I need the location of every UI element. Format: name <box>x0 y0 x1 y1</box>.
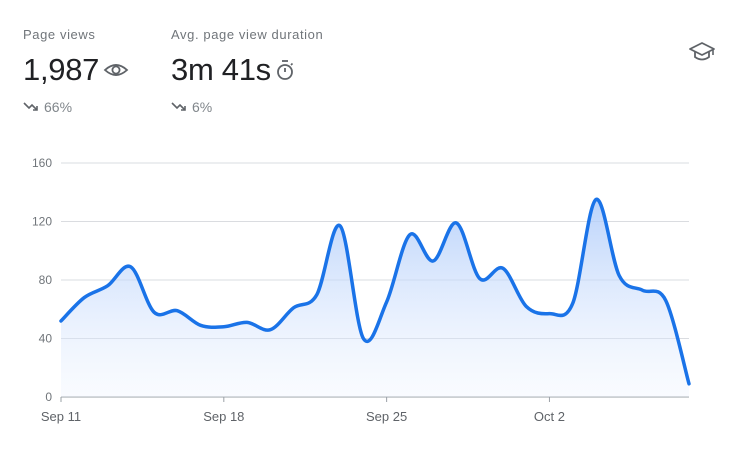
data-point[interactable] <box>567 297 579 309</box>
data-point[interactable] <box>590 194 602 206</box>
data-point[interactable] <box>683 378 695 390</box>
data-point[interactable] <box>450 217 462 229</box>
x-tick-label: Oct 2 <box>534 409 565 424</box>
data-point[interactable] <box>125 261 137 273</box>
stat-label: Avg. page view duration <box>171 27 324 42</box>
stat-value: 3m 41s <box>171 52 271 87</box>
data-point[interactable] <box>404 229 416 241</box>
data-point[interactable] <box>427 255 439 267</box>
data-point[interactable] <box>357 333 369 345</box>
data-point[interactable] <box>78 292 90 304</box>
y-tick-label: 120 <box>32 215 52 229</box>
stat-value: 1,987 <box>23 52 100 87</box>
y-tick-label: 0 <box>45 390 52 404</box>
data-point[interactable] <box>520 300 532 312</box>
data-point[interactable] <box>264 324 276 336</box>
data-point[interactable] <box>55 315 67 327</box>
data-point[interactable] <box>636 284 648 296</box>
data-point[interactable] <box>334 220 346 232</box>
data-point[interactable] <box>171 305 183 317</box>
data-point[interactable] <box>288 302 300 314</box>
x-tick-label: Sep 18 <box>203 409 244 424</box>
stat-change-value: 66% <box>44 99 73 115</box>
y-tick-label: 40 <box>39 332 53 346</box>
y-tick-label: 80 <box>39 273 53 287</box>
x-tick-label: Sep 25 <box>366 409 407 424</box>
data-point[interactable] <box>102 280 114 292</box>
timer-icon <box>275 59 295 81</box>
eye-icon <box>103 60 129 80</box>
stat-change: 66% <box>23 99 72 115</box>
stat-change-value: 6% <box>192 99 213 115</box>
data-point[interactable] <box>497 262 509 274</box>
data-point[interactable] <box>311 289 323 301</box>
data-point[interactable] <box>660 294 672 306</box>
data-point[interactable] <box>218 321 230 333</box>
data-point[interactable] <box>474 273 486 285</box>
data-point[interactable] <box>543 308 555 320</box>
graduation-cap-icon[interactable] <box>689 41 715 68</box>
trending-down-icon <box>171 102 186 111</box>
series-line <box>59 197 691 386</box>
data-point[interactable] <box>381 296 393 308</box>
stat-change: 6% <box>171 99 212 115</box>
data-point[interactable] <box>148 306 160 318</box>
data-point[interactable] <box>241 316 253 328</box>
data-point[interactable] <box>613 270 625 282</box>
stat-label: Page views <box>23 27 96 42</box>
y-tick-label: 160 <box>32 156 52 170</box>
trending-down-icon <box>23 102 38 111</box>
x-tick-label: Sep 11 <box>41 409 81 424</box>
data-point[interactable] <box>195 319 207 331</box>
area-fill <box>61 199 689 397</box>
